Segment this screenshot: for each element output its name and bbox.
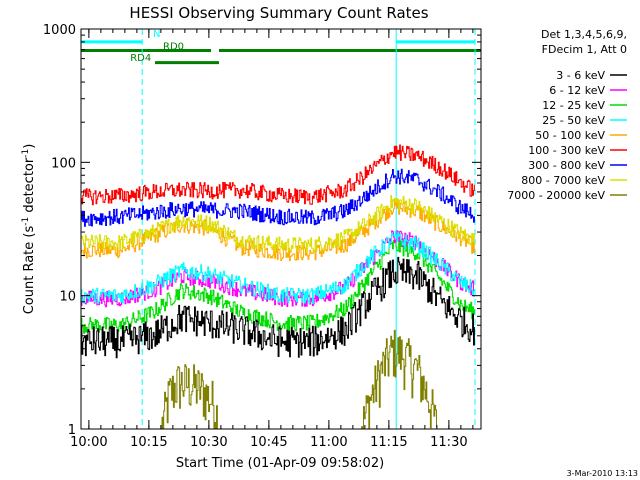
legend-label: 3 - 6 keV [556,69,605,82]
annotation-rd4: RD4 [130,53,151,64]
x-tick-label: 10:00 [70,435,107,450]
legend-label: 6 - 12 keV [549,84,605,97]
legend-label: 300 - 800 keV [528,159,605,172]
y-tick-label: 10 [59,290,76,305]
series-line-3-6keV [81,256,475,359]
y-tick-label: 1 [68,423,76,438]
legend-label: 12 - 25 keV [542,99,605,112]
legend: Det 1,3,4,5,6,9, FDecim 1, Att 0 3 - 6 keV… [507,28,627,202]
y-tick-label: 1000 [43,23,76,38]
x-tick-label: 10:45 [250,435,287,450]
legend-label: 800 - 7000 keV [521,174,605,187]
series-line-300-800keV [81,168,475,227]
series-line-800-7000keV [81,195,475,254]
x-tick-label: 11:30 [430,435,467,450]
x-axis: 10:00 10:15 10:30 10:45 11:00 11:15 11:30 [70,29,474,450]
annotation-n: N [153,29,160,40]
legend-header: FDecim 1, Att 0 [542,43,627,56]
x-tick-label: 11:00 [310,435,347,450]
legend-header: Det 1,3,4,5,6,9, [541,28,627,41]
chart-title: HESSI Observing Summary Count Rates [129,4,428,22]
annotation-rd0: RD0 [163,42,184,53]
series-line-100-300keV [81,144,475,206]
y-axis: 1 10 100 1000 [43,23,481,438]
legend-label: 7000 - 20000 keV [507,189,605,202]
x-tick-label: 11:15 [370,435,407,450]
y-tick-label: 100 [51,156,76,171]
x-tick-label: 10:30 [190,435,227,450]
legend-label: 25 - 50 keV [542,114,605,127]
generation-timestamp: 3-Mar-2010 13:13 [567,469,638,478]
x-tick-label: 10:15 [130,435,167,450]
y-axis-title: Count Rate (s-1 detector-1) [21,144,37,315]
legend-label: 50 - 100 keV [535,129,605,142]
x-axis-title: Start Time (01-Apr-09 09:58:02) [176,456,384,471]
legend-label: 100 - 300 keV [528,144,605,157]
series-line-25-50keV [81,230,475,305]
